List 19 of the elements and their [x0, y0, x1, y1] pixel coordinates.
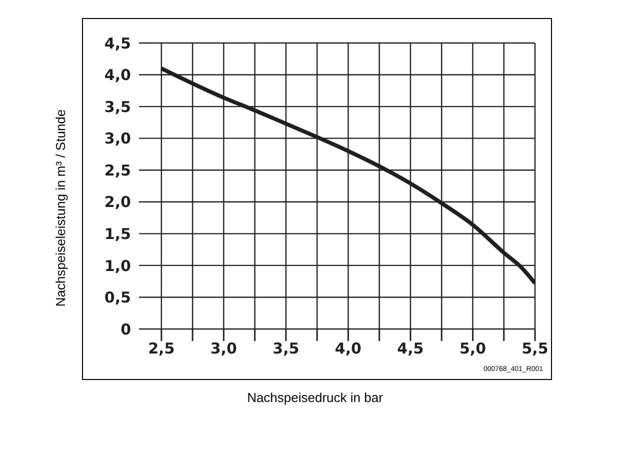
y-tick-label: 2,0: [104, 193, 131, 212]
y-tick-label: 3,5: [104, 98, 131, 116]
y-axis-title: Nachspeiseleistung in m³ / Stunde: [53, 109, 68, 307]
x-tick-label: 4,0: [334, 340, 362, 358]
x-axis-title: Nachspeisedruck in bar: [246, 390, 384, 405]
y-tick-label: 2,5: [104, 161, 131, 180]
y-tick-label: 1,0: [104, 256, 131, 275]
y-tick-label: 0: [120, 320, 131, 338]
x-tick-label: 2,5: [148, 340, 175, 358]
x-tick-label: 5,0: [459, 340, 486, 358]
x-tick-label: 3,0: [210, 340, 237, 358]
x-tick-label: 5,5: [522, 340, 548, 358]
y-tick-label: 3,0: [104, 130, 131, 148]
x-tick-label: 3,5: [272, 340, 300, 358]
y-tick-label: 4,5: [104, 34, 131, 52]
y-tick-label: 0,5: [104, 288, 131, 307]
y-tick-label: 1,5: [104, 224, 131, 243]
y-tick-label: 4,0: [104, 66, 131, 84]
x-tick-label: 4,5: [397, 340, 424, 358]
